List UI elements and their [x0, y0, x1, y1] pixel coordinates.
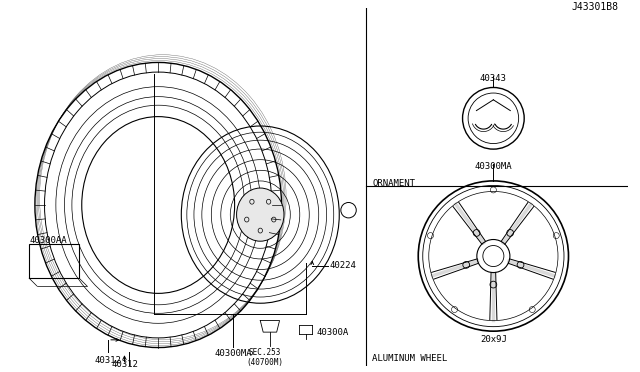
Text: 20x9J: 20x9J — [480, 335, 507, 344]
Text: SEC.253
(40700M): SEC.253 (40700M) — [246, 347, 284, 367]
Ellipse shape — [237, 188, 284, 241]
Bar — [29, 244, 79, 278]
Text: 40300MA: 40300MA — [474, 162, 512, 171]
Text: ORNAMENT: ORNAMENT — [372, 179, 415, 188]
Text: 40300MA: 40300MA — [214, 349, 252, 359]
Circle shape — [517, 262, 524, 268]
Circle shape — [463, 262, 470, 268]
Circle shape — [490, 281, 497, 288]
Circle shape — [473, 230, 480, 236]
Text: 40224: 40224 — [330, 261, 356, 270]
Text: 40300A: 40300A — [316, 328, 348, 337]
Text: 40312: 40312 — [111, 360, 138, 369]
Circle shape — [341, 202, 356, 218]
Text: ALUMINUM WHEEL: ALUMINUM WHEEL — [372, 354, 447, 363]
Circle shape — [507, 230, 513, 236]
Ellipse shape — [82, 116, 235, 294]
Text: J43301B8: J43301B8 — [572, 2, 619, 12]
Text: 40343: 40343 — [480, 74, 507, 83]
Text: 40312: 40312 — [95, 356, 122, 365]
Text: 40300AA: 40300AA — [29, 236, 67, 245]
